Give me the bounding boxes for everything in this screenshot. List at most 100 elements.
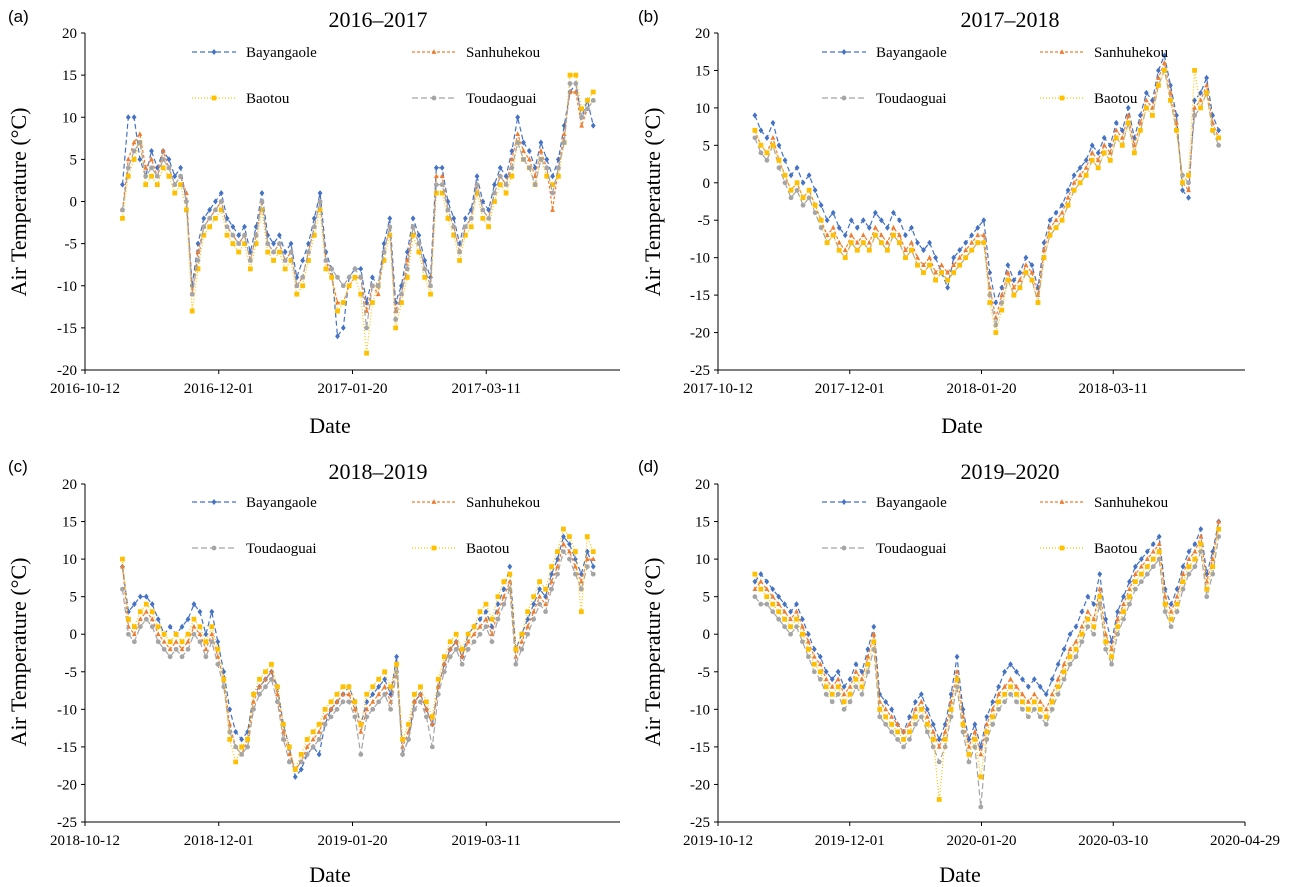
data-point	[1186, 571, 1192, 577]
data-point	[531, 601, 537, 608]
data-point	[842, 247, 848, 253]
data-point	[468, 224, 474, 230]
data-point	[963, 255, 969, 261]
data-point	[167, 646, 173, 652]
data-point	[835, 676, 841, 682]
data-point	[388, 706, 394, 712]
data-point	[549, 578, 554, 584]
data-point	[126, 608, 131, 615]
data-point	[1017, 285, 1023, 291]
series-bayangaole	[752, 52, 1222, 306]
data-point	[416, 232, 422, 239]
data-point	[567, 541, 572, 548]
y-tick-label: 10	[62, 552, 77, 568]
data-point	[328, 706, 334, 712]
data-point	[927, 254, 932, 260]
panel-label-d: (d)	[638, 457, 659, 476]
data-point	[1216, 127, 1222, 134]
data-point	[447, 646, 453, 652]
data-point	[842, 232, 848, 239]
data-point	[930, 744, 936, 750]
data-point	[1113, 119, 1119, 126]
data-point	[185, 631, 191, 637]
data-point	[400, 736, 405, 742]
y-tick-label: 10	[695, 552, 710, 568]
data-point	[1014, 691, 1019, 697]
data-point	[1047, 217, 1053, 224]
data-point	[1168, 98, 1173, 103]
data-point	[1071, 172, 1077, 179]
x-axis-title-a: Date	[309, 413, 351, 438]
data-point	[322, 713, 328, 719]
data-point	[197, 624, 203, 630]
data-point	[847, 676, 853, 683]
data-point	[841, 706, 847, 712]
data-point	[871, 623, 877, 630]
data-point	[439, 182, 445, 188]
data-point	[1031, 691, 1037, 697]
data-point	[224, 224, 230, 230]
data-point	[860, 232, 866, 238]
data-point	[471, 639, 477, 645]
data-point	[294, 291, 300, 297]
data-point	[1107, 157, 1113, 163]
data-point	[963, 247, 969, 253]
data-point	[282, 249, 288, 256]
data-point	[1029, 262, 1035, 269]
data-point	[818, 225, 824, 231]
data-point	[131, 114, 137, 121]
data-point	[579, 122, 585, 128]
data-point	[1137, 119, 1143, 125]
data-point	[1041, 247, 1047, 253]
data-point	[1065, 202, 1071, 208]
data-point	[501, 593, 507, 599]
data-point	[800, 179, 806, 186]
series-toudaoguai	[120, 549, 596, 772]
x-tick-label: 2020-03-10	[1078, 833, 1148, 849]
data-point	[531, 616, 537, 622]
data-point	[447, 639, 453, 645]
data-point	[137, 616, 143, 622]
data-point	[996, 691, 1002, 697]
data-point	[1091, 601, 1097, 608]
data-point	[422, 274, 428, 280]
y-axis-title-b: Air Temperature (°C)	[640, 108, 665, 297]
data-point	[399, 291, 404, 297]
data-point	[1156, 83, 1161, 88]
data-point	[1061, 661, 1067, 667]
data-point	[323, 266, 329, 272]
data-point	[416, 241, 422, 247]
data-point	[274, 691, 280, 697]
data-point	[567, 548, 572, 554]
data-point	[543, 609, 548, 615]
data-point	[213, 198, 218, 205]
data-point	[1144, 571, 1150, 577]
data-point	[429, 744, 435, 750]
y-tick-label: 0	[70, 627, 78, 643]
data-point	[865, 669, 871, 675]
data-point	[428, 283, 433, 289]
data-point	[489, 616, 495, 622]
data-point	[561, 526, 566, 532]
data-point	[173, 646, 179, 652]
data-point	[1037, 706, 1043, 712]
data-point	[544, 173, 550, 179]
data-point	[1186, 172, 1191, 178]
x-tick-label: 2017-10-12	[683, 381, 753, 397]
data-point	[1002, 668, 1008, 675]
data-point	[897, 232, 902, 238]
data-point	[1005, 269, 1011, 275]
data-point	[794, 187, 800, 193]
data-point	[975, 224, 981, 231]
data-point	[173, 631, 179, 637]
data-point	[853, 661, 859, 668]
data-point	[381, 249, 387, 255]
data-point	[927, 239, 932, 246]
panel-label-c: (c)	[8, 457, 28, 476]
data-point	[1131, 150, 1137, 156]
data-point	[854, 239, 860, 245]
data-point	[195, 266, 201, 272]
data-point	[1091, 624, 1097, 630]
data-point	[311, 224, 317, 230]
